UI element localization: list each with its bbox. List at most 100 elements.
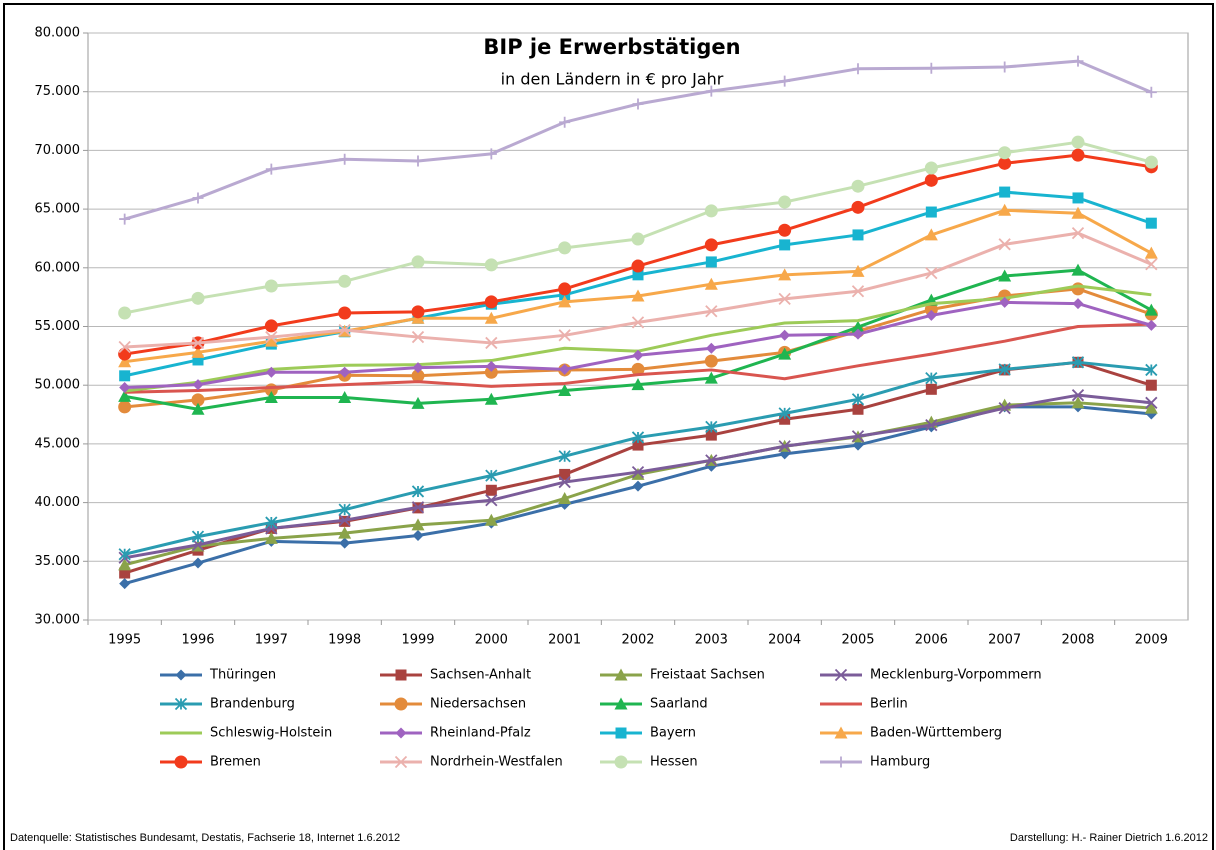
marker [1145,217,1157,229]
legend-label: Freistaat Sachsen [650,668,765,683]
marker [1144,246,1158,259]
marker [484,365,498,379]
marker [119,370,131,382]
marker [1071,396,1085,409]
legend-marker [394,697,408,711]
marker [998,146,1012,160]
x-tick-label: 2006 [915,633,948,648]
marker [118,347,132,361]
marker [1145,379,1157,391]
marker [192,192,204,204]
marker [779,329,791,341]
marker [778,440,791,453]
x-tick-label: 1997 [255,633,288,648]
marker [851,200,865,214]
legend-label: Bayern [650,726,696,741]
y-tick-label: 65.000 [35,202,81,217]
marker [1071,282,1085,296]
marker [1071,263,1085,276]
legend-marker [614,697,628,710]
marker [1145,363,1158,377]
marker [632,98,644,110]
x-tick-label: 2005 [841,633,874,648]
marker [631,465,645,479]
y-tick-label: 75.000 [35,84,81,99]
marker [705,256,717,268]
marker [485,494,498,507]
marker [191,402,205,415]
x-tick-label: 1996 [181,633,214,648]
marker [558,491,572,504]
marker [265,366,277,378]
marker [705,305,718,318]
marker [119,578,131,590]
marker [265,163,277,175]
marker [705,429,717,441]
marker [925,372,938,385]
marker [338,323,351,337]
legend-label: Mecklenburg-Vorpommern [870,668,1042,683]
marker [191,345,205,358]
marker [852,403,864,415]
marker [1072,192,1084,204]
marker [852,63,864,75]
x-tick-label: 2003 [695,633,728,648]
marker [852,229,864,241]
legend-label: Thüringen [209,668,276,683]
marker [705,342,717,354]
marker [484,513,498,526]
marker [265,330,278,344]
marker [778,195,792,209]
marker [559,468,571,480]
marker [704,204,718,218]
x-tick-label: 2008 [1061,633,1094,648]
chart-frame [3,3,1214,850]
marker [1145,86,1157,98]
marker [778,223,792,237]
marker [192,354,204,366]
marker [705,420,718,434]
marker [631,259,645,273]
marker [925,206,937,218]
marker [1071,206,1085,219]
marker [925,62,937,74]
marker [1072,298,1084,310]
marker [632,349,644,361]
marker [484,295,498,309]
marker [484,392,498,405]
series-line [124,322,1152,394]
marker [999,296,1011,308]
marker [778,407,791,420]
marker [192,379,204,391]
legend-label: Schleswig-Holstein [210,726,332,741]
marker [485,469,498,482]
marker [631,316,645,329]
legend-marker [834,668,848,682]
marker [705,454,718,467]
legend-marker [174,755,188,769]
x-tick-label: 2004 [768,633,801,648]
footer-credit: Darstellung: H.- Rainer Dietrich 1.6.201… [1010,832,1208,844]
marker [1145,319,1157,331]
marker [925,418,938,432]
marker [1072,55,1084,67]
y-tick-label: 55.000 [35,319,81,334]
marker [118,340,131,354]
marker [704,238,718,252]
marker [411,255,425,269]
marker [851,393,865,406]
marker [192,557,204,569]
y-tick-label: 70.000 [35,143,81,158]
legend-marker [614,755,628,769]
marker [191,291,205,305]
marker [998,269,1012,282]
marker [924,228,938,241]
marker [925,383,937,395]
marker [264,334,278,347]
marker [1071,389,1085,402]
x-tick-label: 2002 [621,633,654,648]
marker [632,439,644,451]
marker [411,330,425,344]
marker [631,362,645,376]
marker [118,355,132,368]
